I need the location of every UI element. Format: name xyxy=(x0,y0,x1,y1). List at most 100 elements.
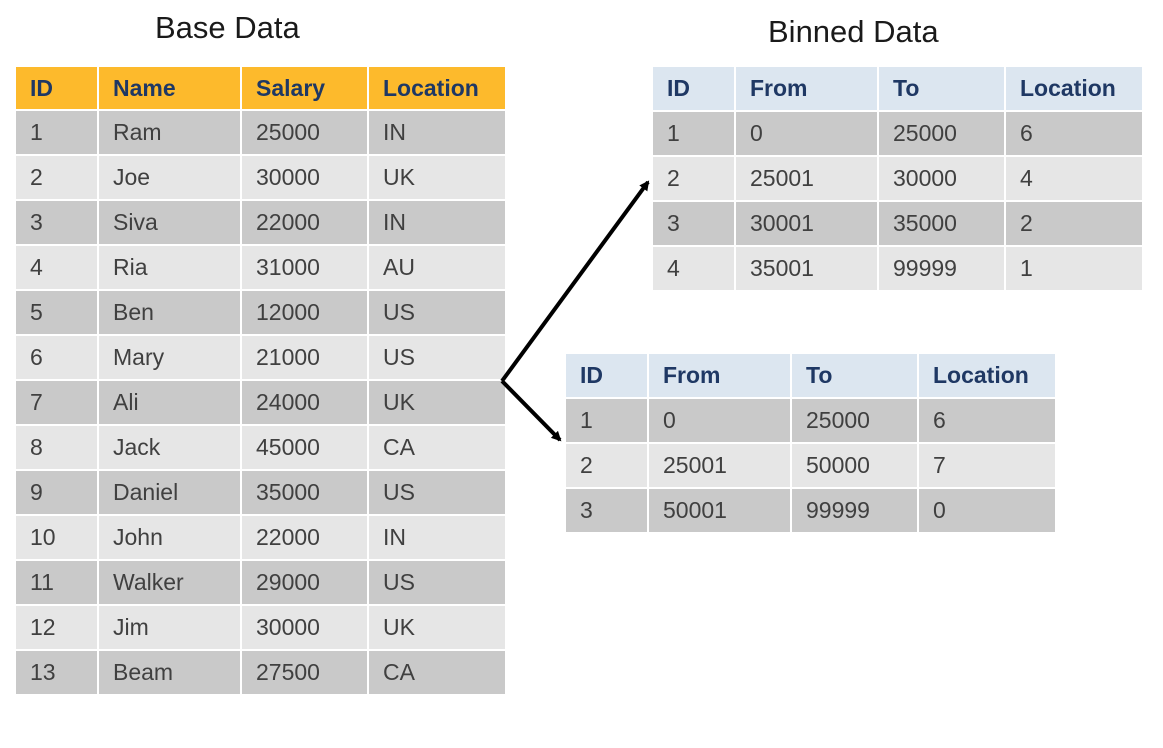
table-cell: 1 xyxy=(566,399,647,442)
column-header: Location xyxy=(1006,67,1142,110)
table-cell: Joe xyxy=(99,156,240,199)
column-header: From xyxy=(736,67,877,110)
table-cell: 22000 xyxy=(242,516,367,559)
table-cell: 35000 xyxy=(879,202,1004,245)
table-cell: 7 xyxy=(919,444,1055,487)
table-cell: Ram xyxy=(99,111,240,154)
column-header: Location xyxy=(369,67,505,109)
table-header-row: ID From To Location xyxy=(566,354,1055,397)
table-cell: 3 xyxy=(16,201,97,244)
table-cell: 6 xyxy=(16,336,97,379)
table-cell: 25001 xyxy=(649,444,790,487)
table-row: 12 Jim 30000 UK xyxy=(16,606,505,649)
table-cell: 10 xyxy=(16,516,97,559)
table-cell: UK xyxy=(369,606,505,649)
table-cell: Beam xyxy=(99,651,240,694)
table-cell: 99999 xyxy=(792,489,917,532)
table-cell: 3 xyxy=(566,489,647,532)
table-cell: 25001 xyxy=(736,157,877,200)
table-cell: 12 xyxy=(16,606,97,649)
table-cell: IN xyxy=(369,201,505,244)
table-cell: US xyxy=(369,336,505,379)
table-cell: Ben xyxy=(99,291,240,334)
table-cell: 4 xyxy=(16,246,97,289)
table-cell: 0 xyxy=(919,489,1055,532)
table-row: 3 Siva 22000 IN xyxy=(16,201,505,244)
table-row: 13 Beam 27500 CA xyxy=(16,651,505,694)
table-cell: Ali xyxy=(99,381,240,424)
table-cell: IN xyxy=(369,111,505,154)
table-cell: 6 xyxy=(919,399,1055,442)
table-cell: 29000 xyxy=(242,561,367,604)
table-cell: UK xyxy=(369,156,505,199)
column-header: ID xyxy=(566,354,647,397)
base-data-table: ID Name Salary Location 1 Ram 25000 IN 2 Joe 3000… xyxy=(14,65,507,696)
table-cell: 50001 xyxy=(649,489,790,532)
binned-table-2: ID From To Location 1 0 25000 6 2 25001 50000 7 3 50… xyxy=(564,352,1057,534)
table-cell: 30000 xyxy=(879,157,1004,200)
table-cell: John xyxy=(99,516,240,559)
column-header: To xyxy=(792,354,917,397)
table-cell: 27500 xyxy=(242,651,367,694)
table-cell: 13 xyxy=(16,651,97,694)
table-cell: 8 xyxy=(16,426,97,469)
table-cell: 0 xyxy=(736,112,877,155)
table-cell: 30001 xyxy=(736,202,877,245)
column-header: Location xyxy=(919,354,1055,397)
table-cell: Siva xyxy=(99,201,240,244)
column-header: ID xyxy=(653,67,734,110)
table-cell: UK xyxy=(369,381,505,424)
table-cell: Daniel xyxy=(99,471,240,514)
column-header: Salary xyxy=(242,67,367,109)
table-cell: 4 xyxy=(653,247,734,290)
table-cell: 21000 xyxy=(242,336,367,379)
table-header-row: ID Name Salary Location xyxy=(16,67,505,109)
table-cell: AU xyxy=(369,246,505,289)
table-cell: 99999 xyxy=(879,247,1004,290)
table-cell: 30000 xyxy=(242,606,367,649)
table-row: 5 Ben 12000 US xyxy=(16,291,505,334)
table-cell: 7 xyxy=(16,381,97,424)
table-cell: 25000 xyxy=(242,111,367,154)
table-row: 10 John 22000 IN xyxy=(16,516,505,559)
table-row: 9 Daniel 35000 US xyxy=(16,471,505,514)
table-row: 7 Ali 24000 UK xyxy=(16,381,505,424)
table-cell: 1 xyxy=(16,111,97,154)
table-cell: 12000 xyxy=(242,291,367,334)
table-cell: Jim xyxy=(99,606,240,649)
binned-table-1: ID From To Location 1 0 25000 6 2 25001 30000 4 3 30… xyxy=(651,65,1144,292)
table-cell: 45000 xyxy=(242,426,367,469)
table-row: 4 35001 99999 1 xyxy=(653,247,1142,290)
table-cell: 50000 xyxy=(792,444,917,487)
table-row: 3 30001 35000 2 xyxy=(653,202,1142,245)
table-cell: 2 xyxy=(653,157,734,200)
table-cell: 22000 xyxy=(242,201,367,244)
table-row: 3 50001 99999 0 xyxy=(566,489,1055,532)
table-row: 1 Ram 25000 IN xyxy=(16,111,505,154)
table-cell: 25000 xyxy=(879,112,1004,155)
table-cell: CA xyxy=(369,426,505,469)
binned-data-title: Binned Data xyxy=(768,14,939,49)
table-cell: 11 xyxy=(16,561,97,604)
arrow-to-binned-table-2 xyxy=(500,379,562,442)
table-cell: 5 xyxy=(16,291,97,334)
table-cell: CA xyxy=(369,651,505,694)
table-row: 1 0 25000 6 xyxy=(653,112,1142,155)
column-header: From xyxy=(649,354,790,397)
table-cell: 2 xyxy=(1006,202,1142,245)
table-cell: 4 xyxy=(1006,157,1142,200)
table-cell: 24000 xyxy=(242,381,367,424)
column-header: To xyxy=(879,67,1004,110)
table-cell: 25000 xyxy=(792,399,917,442)
table-cell: US xyxy=(369,471,505,514)
table-cell: IN xyxy=(369,516,505,559)
table-row: 4 Ria 31000 AU xyxy=(16,246,505,289)
table-cell: 35000 xyxy=(242,471,367,514)
table-row: 8 Jack 45000 CA xyxy=(16,426,505,469)
table-cell: 9 xyxy=(16,471,97,514)
table-cell: 2 xyxy=(566,444,647,487)
table-row: 2 25001 30000 4 xyxy=(653,157,1142,200)
base-data-title: Base Data xyxy=(155,10,300,45)
table-cell: 31000 xyxy=(242,246,367,289)
